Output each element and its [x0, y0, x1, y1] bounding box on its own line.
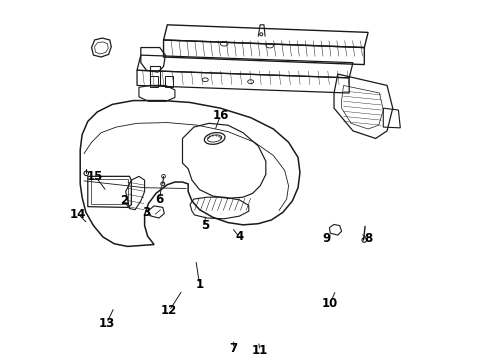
Text: 6: 6: [156, 193, 164, 206]
Text: 1: 1: [196, 278, 204, 291]
Text: 11: 11: [252, 344, 269, 357]
Text: 4: 4: [235, 230, 244, 243]
Text: 10: 10: [322, 297, 339, 310]
Text: 7: 7: [230, 342, 238, 355]
Text: 16: 16: [212, 109, 228, 122]
Text: 5: 5: [201, 219, 209, 232]
Text: 9: 9: [322, 232, 331, 246]
Text: 15: 15: [87, 170, 103, 183]
Text: 13: 13: [98, 317, 115, 330]
Text: 2: 2: [120, 194, 128, 207]
Text: 12: 12: [161, 304, 177, 317]
Text: 8: 8: [364, 232, 372, 246]
Text: 14: 14: [70, 208, 87, 221]
Text: 3: 3: [143, 206, 150, 219]
